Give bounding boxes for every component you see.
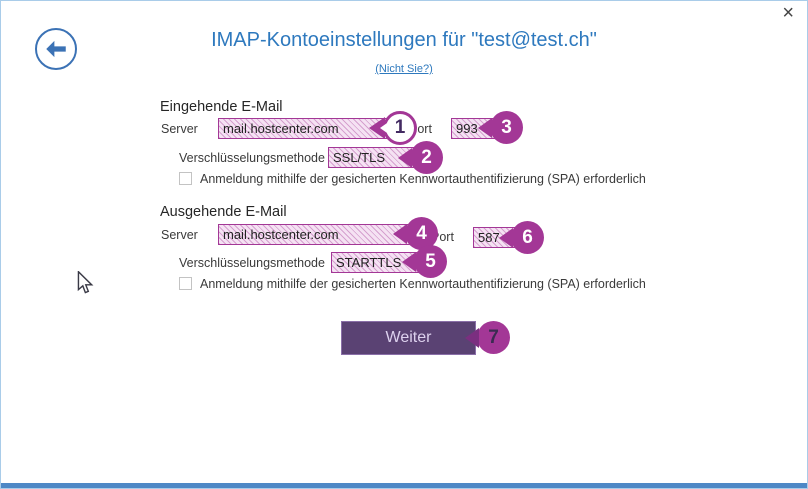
back-arrow-icon xyxy=(43,36,69,62)
next-button[interactable]: Weiter xyxy=(341,321,476,355)
close-icon[interactable]: × xyxy=(782,2,794,24)
callout-4-number: 4 xyxy=(405,217,438,250)
not-you-link[interactable]: (Nicht Sie?) xyxy=(375,63,433,75)
outgoing-section-heading: Ausgehende E-Mail xyxy=(160,204,287,220)
callout-2-number: 2 xyxy=(410,141,443,174)
page-title: IMAP-Kontoeinstellungen für "test@test.c… xyxy=(211,29,597,51)
incoming-server-input[interactable] xyxy=(218,118,412,139)
outgoing-server-input[interactable] xyxy=(218,224,428,245)
incoming-spa-label: Anmeldung mithilfe der gesicherten Kennw… xyxy=(200,172,646,186)
callout-6: 6 xyxy=(499,221,544,254)
callout-7-number: 7 xyxy=(477,321,510,354)
incoming-server-label: Server xyxy=(161,122,198,136)
callout-5: 5 xyxy=(402,245,447,278)
callout-6-number: 6 xyxy=(511,221,544,254)
outgoing-spa-checkbox[interactable] xyxy=(179,277,192,290)
callout-3: 3 xyxy=(478,111,523,144)
callout-2: 2 xyxy=(398,141,443,174)
callout-7: 7 xyxy=(465,321,510,354)
callout-5-number: 5 xyxy=(414,245,447,278)
outgoing-spa-label: Anmeldung mithilfe der gesicherten Kennw… xyxy=(200,277,646,291)
callout-1: 1 xyxy=(369,111,417,145)
outgoing-server-label: Server xyxy=(161,228,198,242)
callout-3-number: 3 xyxy=(490,111,523,144)
window-bottom-accent xyxy=(1,483,807,488)
back-button[interactable] xyxy=(35,28,77,70)
callout-4: 4 xyxy=(393,217,438,250)
incoming-section-heading: Eingehende E-Mail xyxy=(160,99,283,115)
incoming-encryption-label: Verschlüsselungsmethode xyxy=(179,151,325,165)
outgoing-encryption-label: Verschlüsselungsmethode xyxy=(179,256,325,270)
incoming-spa-checkbox[interactable] xyxy=(179,172,192,185)
mouse-cursor xyxy=(77,270,94,300)
